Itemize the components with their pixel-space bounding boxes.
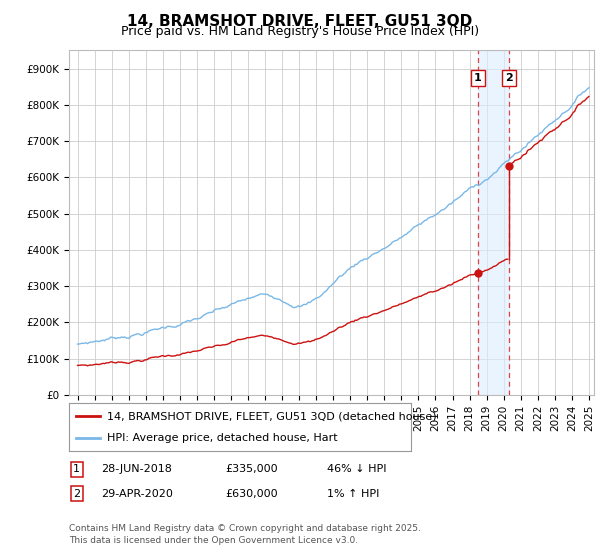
Text: 14, BRAMSHOT DRIVE, FLEET, GU51 3QD: 14, BRAMSHOT DRIVE, FLEET, GU51 3QD <box>127 14 473 29</box>
Text: £335,000: £335,000 <box>225 464 278 474</box>
Text: 2: 2 <box>73 489 80 499</box>
Text: £630,000: £630,000 <box>225 489 278 499</box>
Text: 46% ↓ HPI: 46% ↓ HPI <box>327 464 386 474</box>
Text: 28-JUN-2018: 28-JUN-2018 <box>101 464 172 474</box>
Text: 1% ↑ HPI: 1% ↑ HPI <box>327 489 379 499</box>
Text: Price paid vs. HM Land Registry's House Price Index (HPI): Price paid vs. HM Land Registry's House … <box>121 25 479 38</box>
Bar <box>478 50 509 395</box>
Text: Contains HM Land Registry data © Crown copyright and database right 2025.
This d: Contains HM Land Registry data © Crown c… <box>69 524 421 545</box>
Text: 1: 1 <box>474 73 482 83</box>
Text: 2: 2 <box>505 73 513 83</box>
Text: 1: 1 <box>73 464 80 474</box>
Text: 29-APR-2020: 29-APR-2020 <box>101 489 173 499</box>
Text: 14, BRAMSHOT DRIVE, FLEET, GU51 3QD (detached house): 14, BRAMSHOT DRIVE, FLEET, GU51 3QD (det… <box>107 411 436 421</box>
Text: HPI: Average price, detached house, Hart: HPI: Average price, detached house, Hart <box>107 433 337 443</box>
